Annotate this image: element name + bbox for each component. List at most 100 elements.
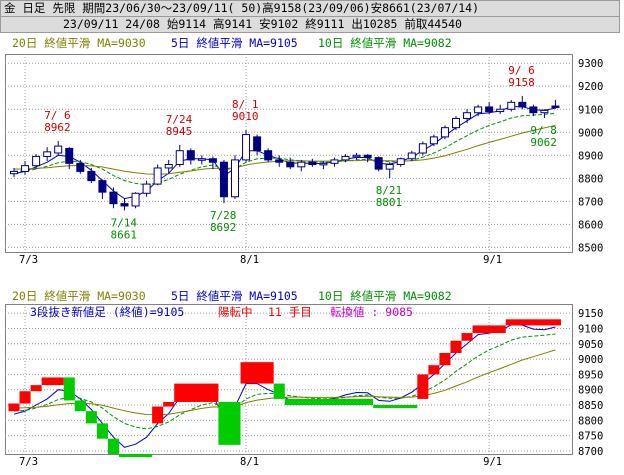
candle [231,155,239,200]
bottom-y-tick-label: 9100 [578,323,603,335]
line-break-brick [163,401,175,407]
line-break-brick [240,362,274,384]
candle [164,159,173,174]
candle-body [175,150,184,166]
line-break-brick [472,325,506,334]
line-break-brick [373,405,418,409]
candle [65,147,74,170]
annotation-value: 8661 [111,228,138,241]
candle [452,116,460,130]
bottom-y-tick-label: 8750 [578,431,603,443]
line-break-brick [218,401,241,445]
annotation-value: 8801 [376,196,403,209]
candle-body [264,150,273,161]
line-break-brick [41,377,64,386]
candle [374,156,383,172]
candle [142,180,151,197]
candle [440,125,449,140]
candle [76,159,85,174]
top-y-tick-label: 8500 [578,242,603,254]
line-break-brick [30,385,42,392]
line-break-brick [96,423,108,439]
candle [275,155,284,167]
top-legend-ma5: 5日 終値平滑 MA=9105 [171,36,298,50]
bottom-y-tick-label: 9000 [578,354,603,366]
bottom-y-tick-label: 9050 [578,339,603,351]
candle [43,147,52,162]
bottom-legend-ma10: 10日 終値平滑 MA=9082 [318,289,452,303]
top-y-tick-label: 8900 [578,150,603,162]
line-break-brick [174,383,219,402]
candle [264,148,273,163]
line-break-brick [284,398,374,406]
candle [385,162,394,179]
candle-body [374,157,383,170]
candle-body [440,127,449,138]
line-break-brick [450,340,462,353]
candle-body [242,134,251,161]
candle [540,109,549,119]
bottom-y-tick-label: 9150 [578,308,603,320]
candle-body [164,164,173,169]
candle [286,157,295,170]
top-chart-x-ticks: 7/3 8/1 9/1 [19,254,502,266]
candle [297,159,306,172]
bottom-x-tick-label: 9/1 [483,456,502,468]
annotation-date: 8/21 [376,184,403,197]
candle [507,100,516,112]
candle-body [43,151,52,157]
candle [98,179,107,200]
candle-body [219,161,228,198]
candle [363,154,372,163]
line-break-brick [273,383,285,399]
candle-body [496,108,505,113]
annotation-date: 7/24 [166,113,193,126]
top-legend-ma20: 20日 終値平滑 MA=9030 [12,36,146,50]
candle [219,159,228,204]
candle [474,104,483,117]
candle-body [286,161,295,168]
line-break-brick [152,406,164,424]
candle-body [429,136,438,145]
candle-body [32,155,41,167]
top-y-tick-label: 9000 [578,127,603,139]
candle-body [518,101,527,108]
top-y-tick-label: 8600 [578,219,603,231]
candle [352,153,361,160]
candle-body [452,117,460,129]
line-break-brick [505,319,561,326]
line-break-brick [439,352,451,366]
candle-body [197,158,206,161]
candle-body [87,170,96,182]
bottom-y-tick-label: 8950 [578,369,603,381]
candle [10,167,18,178]
candle [330,157,339,167]
candle-body [341,155,350,161]
annotation-value: 9158 [508,76,535,89]
line-break-brick [19,391,31,404]
candle-body [109,191,118,205]
bottom-chart-line-break-bricks [8,319,561,458]
candle [109,187,118,209]
annotation-value: 8945 [166,125,193,138]
bottom-x-tick-label: 8/1 [240,456,259,468]
annotation-date: 9/ 6 [508,64,535,77]
candle-body [21,165,30,172]
candle-body [297,161,306,168]
line-break-brick [417,374,429,399]
line-break-brick [107,438,119,454]
line-break-brick [428,365,440,375]
line-break-brick [8,403,20,412]
header-info-line-2: 23/09/11 24/08 始9114 高9141 安9102 終9111 出… [0,16,620,33]
bottom-y-tick-label: 8700 [578,446,603,458]
candle-body [186,150,195,161]
candle [21,161,30,175]
top-y-tick-label: 8800 [578,173,603,185]
bottom-ma-line [13,349,556,416]
top-ma-line [13,124,556,175]
bottom-y-tick-label: 8900 [578,385,603,397]
annotation-value: 9062 [530,136,557,149]
candle [518,95,527,110]
candle-body [308,161,317,166]
